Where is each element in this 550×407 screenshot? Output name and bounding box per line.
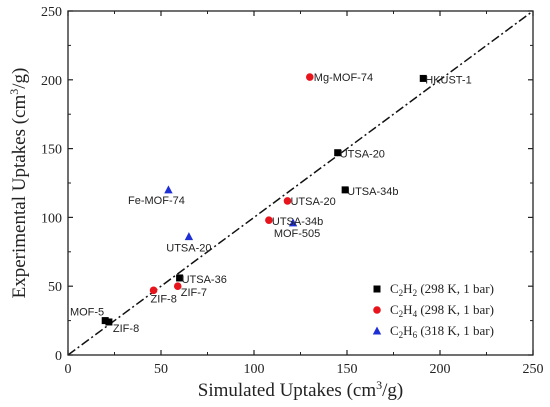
y-axis-title: Experimental Uptakes (cm3/g) <box>7 68 30 299</box>
legend-text-part: C <box>390 302 399 317</box>
y-tick-label: 150 <box>41 143 62 158</box>
point-label: UTSA-20 <box>340 149 385 161</box>
y-tick-label: 100 <box>41 211 62 226</box>
x-tick-label: 100 <box>244 362 265 377</box>
data-point-square <box>341 186 349 194</box>
point-label: UTSA-34b <box>347 186 398 198</box>
x-tick-label: 0 <box>65 362 72 377</box>
data-point-square <box>334 149 342 157</box>
legend-entry: C2H4 (298 K, 1 bar) <box>390 302 494 319</box>
point-label: Fe-MOF-74 <box>128 195 185 207</box>
x-axis-title: Simulated Uptakes (cm3/g) <box>198 378 403 401</box>
x-tick-label: 250 <box>523 362 544 377</box>
legend-text-part: 2 <box>399 309 404 319</box>
y-axis-title-end: /g) <box>9 68 30 89</box>
y-tick-label: 200 <box>41 74 62 89</box>
point-label: UTSA-20 <box>166 243 211 255</box>
x-tick-label: 50 <box>154 362 168 377</box>
y-tick-label: 250 <box>41 5 62 20</box>
point-label: ZIF-7 <box>181 287 207 299</box>
legend-text-part: (298 K, 1 bar) <box>417 281 494 296</box>
data-point-circle <box>283 197 292 205</box>
data-point-triangle <box>164 185 173 194</box>
legend-text-part: H <box>403 302 412 317</box>
legend-text-part: 6 <box>413 330 418 340</box>
legend-text-part: 4 <box>413 309 418 319</box>
legend-text-part: C <box>390 323 399 338</box>
y-tick-label: 50 <box>48 280 62 295</box>
data-point-square <box>419 74 427 82</box>
data-point-square <box>176 274 184 282</box>
point-label: Mg-MOF-74 <box>314 72 373 84</box>
legend-text-part: H <box>403 323 412 338</box>
data-point-circle <box>173 282 182 291</box>
parity-line <box>67 10 534 356</box>
legend-marker-square <box>373 285 381 293</box>
point-label: ZIF-8 <box>113 323 139 335</box>
y-axis-title-sup: 3 <box>7 89 21 95</box>
data-point-square <box>105 318 113 326</box>
point-label: MOF-505 <box>274 228 320 240</box>
data-point-circle <box>265 216 273 224</box>
legend-text-part: 2 <box>413 288 418 298</box>
point-label: UTSA-34b <box>272 216 323 228</box>
y-tick-label: 0 <box>55 349 62 364</box>
point-label: UTSA-36 <box>182 274 227 286</box>
x-tick-label: 200 <box>430 362 451 377</box>
legend-text-part: (298 K, 1 bar) <box>417 302 494 317</box>
data-point-triangle <box>288 218 298 227</box>
legend-entry: C2H6 (318 K, 1 bar) <box>390 323 494 340</box>
data-point-triangle <box>184 232 194 241</box>
data-point-circle <box>306 73 314 81</box>
x-axis-title-end: /g) <box>382 380 403 401</box>
point-label: UTSA-20 <box>290 196 335 208</box>
y-axis-title-text: Experimental Uptakes (cm <box>9 95 30 299</box>
x-axis-title-text: Simulated Uptakes (cm <box>198 380 377 401</box>
legend-text-part: (318 K, 1 bar) <box>417 323 494 338</box>
legend-marker-triangle <box>372 326 382 335</box>
point-label: ZIF-8 <box>151 293 177 305</box>
x-axis-title-sup: 3 <box>376 378 382 392</box>
legend-text-part: 2 <box>399 288 404 298</box>
data-point-square <box>101 317 109 325</box>
legend-marker-circle <box>373 306 381 314</box>
point-label: HKUST-1 <box>425 74 471 86</box>
point-label: MOF-5 <box>70 307 104 319</box>
legend-entry: C2H2 (298 K, 1 bar) <box>390 281 494 298</box>
legend-text-part: 2 <box>399 330 404 340</box>
legend-text-part: H <box>403 281 412 296</box>
legend-text-part: C <box>390 281 399 296</box>
x-tick-label: 150 <box>337 362 358 377</box>
data-point-circle <box>149 286 158 295</box>
